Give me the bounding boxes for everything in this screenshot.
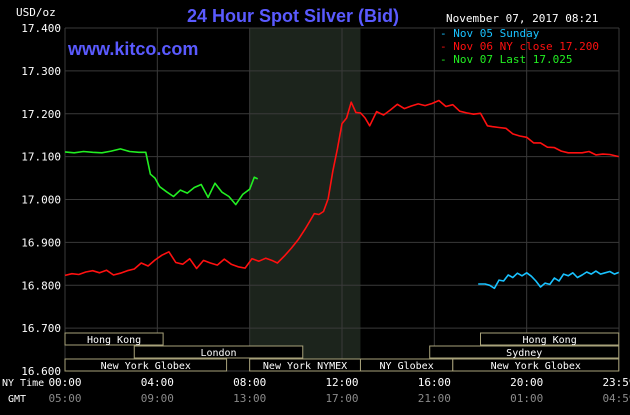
x-tick-label-ny-1: 04:00	[141, 376, 174, 389]
session-label-7: New York Globex	[491, 361, 581, 372]
y-tick-label-3: 17.100	[21, 151, 61, 164]
session-label-0: Hong Kong	[87, 335, 141, 346]
session-label-5: New York NYMEX	[263, 361, 347, 372]
session-bar-0	[64, 332, 164, 346]
x-tick-label-gmt-3: 17:00	[325, 392, 358, 405]
legend: - Nov 05 Sunday- Nov 06 NY close 17.200-…	[440, 27, 599, 66]
legend-entry-1: - Nov 06 NY close 17.200	[440, 40, 599, 53]
session-label-2: London	[200, 348, 236, 359]
y-tick-label-7: 16.700	[21, 322, 61, 335]
watermark-text: www.kitco.com	[67, 39, 198, 59]
series-layer	[64, 99, 620, 290]
market-sessions-layer: Hong Kong Hong Kong London Sydney New York G…	[64, 332, 620, 372]
x-tick-label-ny-5: 20:00	[510, 376, 543, 389]
legend-entry-0: - Nov 05 Sunday	[440, 27, 540, 40]
y-tick-label-2: 17.200	[21, 108, 61, 121]
session-label-3: Sydney	[506, 348, 542, 359]
x-tick-label-gmt-4: 21:00	[418, 392, 451, 405]
x-tick-label-gmt-1: 09:00	[141, 392, 174, 405]
y-tick-label-6: 16.800	[21, 279, 61, 292]
x-tick-label-ny-3: 12:00	[325, 376, 358, 389]
x-tick-label-gmt-5: 01:00	[510, 392, 543, 405]
x-tick-label-ny-4: 16:00	[418, 376, 451, 389]
chart-title: 24 Hour Spot Silver (Bid)	[187, 6, 399, 26]
y-tick-label-0: 17.400	[21, 22, 61, 35]
x-tick-label-gmt-0: 05:00	[48, 392, 81, 405]
x-tick-label-gmt-6: 04:59	[602, 392, 630, 405]
session-label-6: NY Globex	[380, 361, 434, 372]
axes-layer: 17.400 17.300 17.200 17.100 17.000 16.900 16.8…	[2, 22, 630, 405]
y-tick-label-4: 17.000	[21, 194, 61, 207]
x-tick-label-ny-0: 00:00	[48, 376, 81, 389]
session-bar-1	[480, 332, 620, 346]
session-label-1: Hong Kong	[523, 335, 577, 346]
row-label-gmt: GMT	[8, 394, 26, 405]
legend-entry-2: - Nov 07 Last 17.025	[440, 53, 572, 66]
timestamp-label: November 07, 2017 08:21	[446, 12, 598, 25]
series-line-0	[478, 270, 620, 290]
x-tick-label-ny-6: 23:59	[602, 376, 630, 389]
y-tick-label-8: 16.600	[21, 365, 61, 378]
series-line-1	[64, 99, 619, 277]
x-tick-label-gmt-2: 13:00	[233, 392, 266, 405]
session-bar-4	[64, 358, 228, 372]
grid-layer	[64, 27, 620, 372]
session-bar-3	[429, 345, 620, 359]
row-label-ny: NY Time	[2, 378, 44, 389]
session-label-4: New York Globex	[101, 361, 191, 372]
y-tick-label-1: 17.300	[21, 65, 61, 78]
x-tick-label-ny-2: 08:00	[233, 376, 266, 389]
series-line-2	[64, 148, 259, 206]
y-axis-label: USD/oz	[16, 6, 56, 19]
session-bar-2	[133, 345, 304, 359]
y-tick-label-5: 16.900	[21, 236, 61, 249]
session-bar-7	[452, 358, 620, 372]
